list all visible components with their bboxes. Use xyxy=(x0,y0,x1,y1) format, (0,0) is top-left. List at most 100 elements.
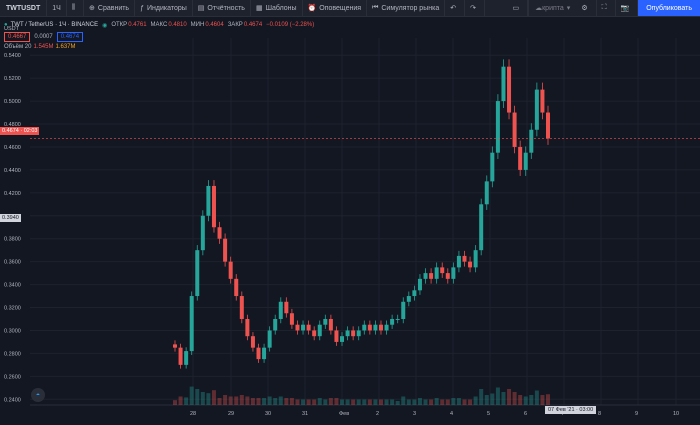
templates-button[interactable]: ▦ Шаблоны xyxy=(251,0,303,16)
close-value: 0.4674 xyxy=(243,22,263,28)
volume-bar xyxy=(262,398,267,405)
volume-bar xyxy=(429,399,434,405)
volume-bar xyxy=(367,399,372,405)
reports-button[interactable]: ▤ Отчётность xyxy=(193,0,251,16)
candle-body xyxy=(401,301,406,319)
time-tick-label: 28 xyxy=(190,411,196,417)
candle-body xyxy=(417,278,422,291)
candle-body xyxy=(334,330,339,342)
layout-toggle-button[interactable]: ▭ xyxy=(507,0,529,16)
candle-body xyxy=(495,101,500,153)
camera-icon: 📷 xyxy=(620,5,630,12)
volume-bar xyxy=(434,398,439,405)
candle-body xyxy=(462,255,467,262)
candle-body xyxy=(378,324,383,331)
volume-bar xyxy=(250,398,255,405)
fullscreen-icon: ⛶ xyxy=(601,4,607,11)
candle-body xyxy=(189,296,194,352)
volume-bar xyxy=(378,399,383,405)
candle-body xyxy=(351,330,356,337)
crosshair-price-badge: 0.3940 xyxy=(0,214,21,222)
volume-ma-value: 1.637M xyxy=(55,44,76,50)
redo-button[interactable]: ↷ xyxy=(465,0,485,16)
indicators-button[interactable]: ƒ Индикаторы xyxy=(135,0,193,16)
buy-price-button[interactable]: 0.4674 xyxy=(56,32,84,42)
interval-button[interactable]: 1Ч xyxy=(47,0,67,16)
candle-body xyxy=(373,324,378,331)
candle-body xyxy=(250,336,255,348)
chart-style-button[interactable]: ⫼ xyxy=(67,0,85,16)
price-tick-label: 0.4800 xyxy=(4,122,21,128)
tradingview-logo-icon[interactable]: ◓ xyxy=(31,388,45,402)
publish-button[interactable]: Опубликовать xyxy=(638,0,700,16)
candle-body xyxy=(507,66,512,113)
candle-body xyxy=(423,273,428,279)
plus-circle-icon: ⊕ xyxy=(89,5,95,12)
volume-bar xyxy=(445,399,450,405)
volume-bar xyxy=(362,399,367,405)
volume-bar xyxy=(534,390,539,405)
volume-bar xyxy=(523,396,528,405)
volume-bar xyxy=(184,397,189,405)
volume-bar xyxy=(512,392,517,405)
volume-bar xyxy=(223,395,228,405)
volume-bar xyxy=(479,389,484,405)
candle-body xyxy=(456,255,461,268)
candle-body xyxy=(195,250,200,297)
volume-bar xyxy=(384,399,389,405)
candle-body xyxy=(234,278,239,297)
compare-button[interactable]: ⊕ Сравнить xyxy=(84,0,136,16)
alerts-button[interactable]: ⏰ Оповещения xyxy=(303,0,368,16)
volume-bar xyxy=(518,395,523,405)
candle-body xyxy=(273,318,278,331)
last-price-badge: 0.4674 · 02:03 xyxy=(0,127,40,135)
fullscreen-button[interactable]: ⛶ xyxy=(597,0,616,16)
volume-bar xyxy=(456,398,461,405)
snapshot-button[interactable]: 📷 xyxy=(616,0,639,16)
high-value: 0.4810 xyxy=(168,22,187,28)
settings-button[interactable]: ⚙ xyxy=(576,0,597,16)
sell-price-button[interactable]: 0.4667 xyxy=(4,32,31,42)
volume-bar xyxy=(423,399,428,405)
volume-bar xyxy=(178,396,183,405)
volume-bar xyxy=(501,392,506,405)
crosshair-time-badge: 07 Фев '21 · 03:00 xyxy=(545,406,597,414)
symbol-search-button[interactable]: TWTUSDT xyxy=(0,0,48,16)
time-tick-label: 29 xyxy=(228,411,234,417)
candle-body xyxy=(173,344,177,348)
price-chart[interactable]: 0.5400 0.5200 0.5000 0.4800 0.4600 0.4400 0.42… xyxy=(0,17,700,425)
time-tick-label: 10 xyxy=(673,411,679,417)
simulator-label: Симулятор рынка xyxy=(381,4,440,12)
layout-name-button[interactable]: ☁ крипта ▾ xyxy=(528,0,576,16)
candle-body xyxy=(317,324,322,337)
volume-bar xyxy=(234,396,239,405)
candle-body xyxy=(362,324,367,331)
volume-bar xyxy=(495,387,500,405)
bid-ask-boxes: 0.4667 0.0007 0.4674 xyxy=(4,32,84,42)
volume-bar xyxy=(195,389,200,405)
volume-value: 1.545M xyxy=(33,44,54,50)
candle-body xyxy=(289,313,294,325)
candle-body xyxy=(473,250,478,268)
close-label: ЗАКР xyxy=(227,22,243,28)
time-tick-label: 4 xyxy=(450,411,453,417)
time-tick-label: Фев xyxy=(339,411,349,417)
time-tick-label: 9 xyxy=(635,411,638,417)
price-tick-label: 0.3200 xyxy=(4,306,21,312)
price-tick-label: 0.4200 xyxy=(4,191,21,197)
simulator-button[interactable]: ⏮ Симулятор рынка xyxy=(367,0,446,16)
gear-icon: ⚙ xyxy=(581,5,588,12)
time-tick-label: 31 xyxy=(302,411,308,417)
price-tick-label: 0.5000 xyxy=(4,99,21,105)
candle-body xyxy=(256,347,261,360)
time-tick-label: 7 xyxy=(561,411,564,417)
candle-body xyxy=(412,290,417,297)
volume-bar xyxy=(417,398,422,405)
volume-bar xyxy=(200,392,205,405)
candle-body xyxy=(184,351,189,365)
candle-body xyxy=(445,273,450,279)
candle-body xyxy=(267,330,272,348)
volume-bar xyxy=(273,398,278,405)
undo-button[interactable]: ↶ xyxy=(445,0,466,16)
spread-value: 0.0007 xyxy=(34,34,53,40)
